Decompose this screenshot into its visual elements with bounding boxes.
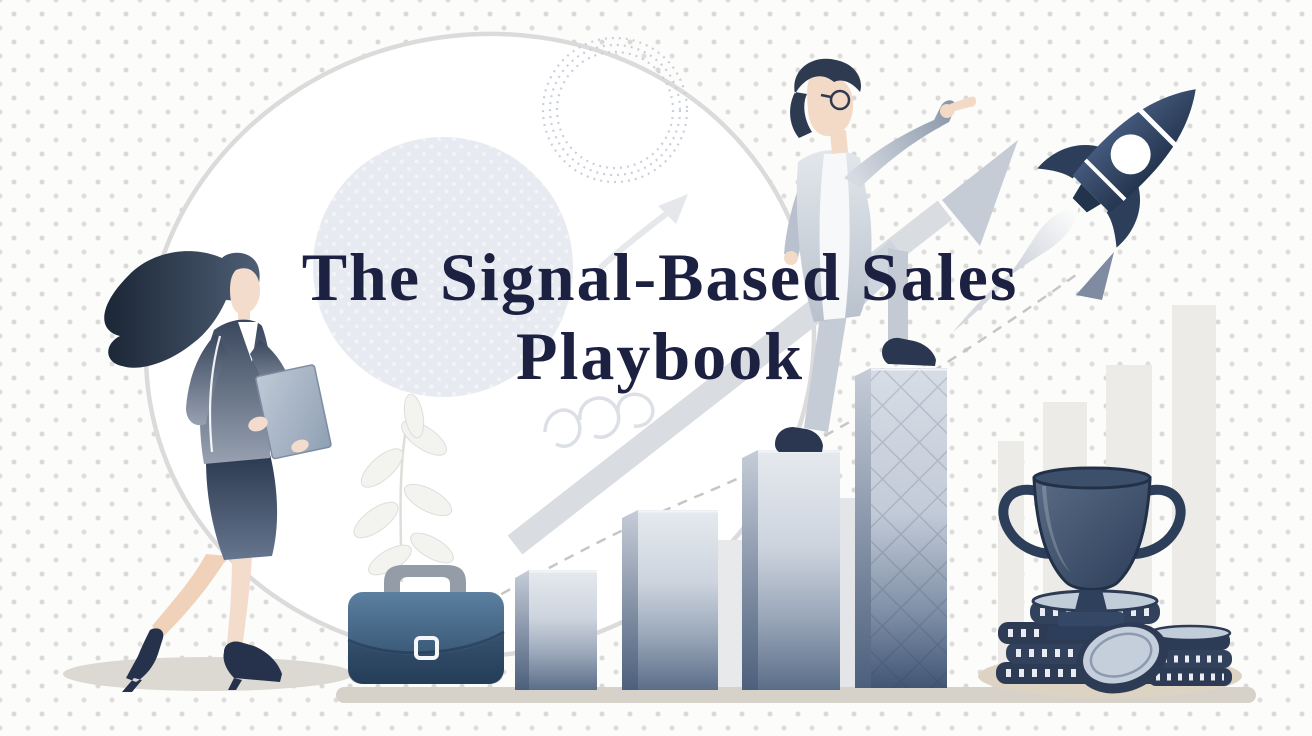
bar-4-lattice	[855, 368, 947, 688]
title-line-2: Playbook	[515, 317, 805, 394]
trophy-cup	[1032, 476, 1152, 591]
sketch-arrow-doodle	[597, 194, 688, 271]
rocket-fin-right	[1106, 184, 1141, 248]
bar-2	[622, 510, 718, 690]
rocket-fin-left	[1037, 144, 1101, 179]
trophy-and-coins	[996, 466, 1232, 694]
woman-rear-shoe	[122, 628, 164, 692]
trophy	[998, 466, 1186, 640]
trophy-base	[1058, 612, 1124, 628]
bar-3	[742, 450, 840, 690]
bar-1	[515, 570, 597, 690]
briefcase	[347, 565, 505, 684]
man-hair	[790, 58, 861, 138]
briefcase-handle	[384, 565, 466, 594]
woman-front-shoe	[223, 641, 282, 690]
man-glasses	[829, 89, 851, 111]
woman-skirt	[206, 454, 278, 560]
title-line-1: The Signal-Based Sales	[301, 239, 1019, 315]
page-title: The Signal-Based Sales Playbook	[140, 238, 1180, 396]
scribble-loops-doodle	[543, 392, 655, 448]
businessman	[775, 58, 976, 452]
plant-sketch-doodle	[353, 393, 454, 583]
man-shirt	[819, 153, 850, 320]
woman-jacket-sleeve	[186, 334, 228, 426]
dotted-ring	[541, 36, 689, 184]
man-rear-leg	[804, 303, 848, 432]
man-pointing-arm	[844, 100, 956, 188]
woman-rear-leg	[152, 554, 228, 636]
trophy-stem	[1074, 590, 1108, 614]
trophy-handle-right	[1131, 485, 1186, 559]
dashed-line-arrowhead	[1076, 252, 1114, 300]
rocket-window	[1110, 134, 1151, 175]
briefcase-buckle	[414, 636, 439, 660]
woman-front-leg	[226, 556, 252, 650]
woman-hair	[104, 251, 260, 368]
woman-hand	[248, 416, 268, 432]
man-front-shoe	[882, 337, 936, 366]
man-face	[807, 74, 854, 137]
rocket-flame	[1006, 206, 1079, 279]
businesswoman	[104, 251, 332, 692]
man-rear-shoe	[775, 427, 823, 452]
title-backdrop-circle	[313, 137, 573, 397]
coin-stack-right	[1144, 624, 1232, 686]
bar-chart	[515, 368, 947, 690]
man-front-shin	[888, 248, 908, 344]
woman-face	[230, 268, 260, 314]
tilted-coin	[1076, 622, 1168, 694]
trophy-handle-left	[998, 485, 1053, 559]
woman-ground-shadow	[63, 657, 353, 691]
